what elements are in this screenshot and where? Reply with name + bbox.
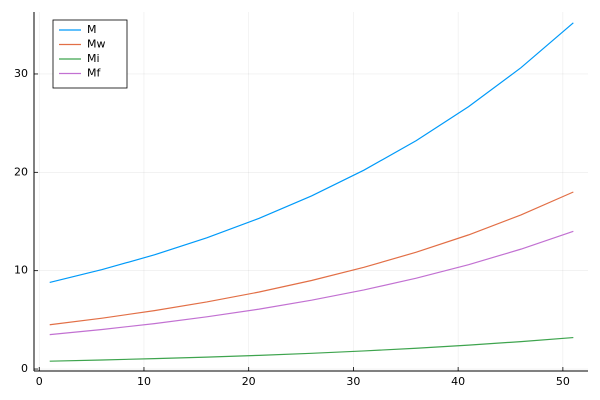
- line-series: [49, 191, 574, 326]
- y-tick-label: 10: [14, 264, 28, 277]
- legend-label: Mw: [87, 38, 106, 51]
- legend-box: [52, 19, 128, 89]
- y-tick-label: 30: [14, 67, 28, 80]
- legend-label: Mi: [87, 52, 100, 65]
- line-series: [49, 22, 574, 284]
- x-tick-label: 0: [36, 375, 43, 388]
- legend-label: M: [87, 23, 97, 36]
- x-tick-label: 40: [451, 375, 465, 388]
- x-tick-label: 20: [242, 375, 256, 388]
- y-tick-label: 0: [21, 362, 28, 375]
- line-series: [49, 230, 574, 336]
- line-series: [49, 336, 574, 362]
- legend-label: Mf: [87, 67, 101, 80]
- y-tick-label: 20: [14, 165, 28, 178]
- x-tick-label: 50: [556, 375, 570, 388]
- x-tick-label: 30: [346, 375, 360, 388]
- x-tick-label: 10: [137, 375, 151, 388]
